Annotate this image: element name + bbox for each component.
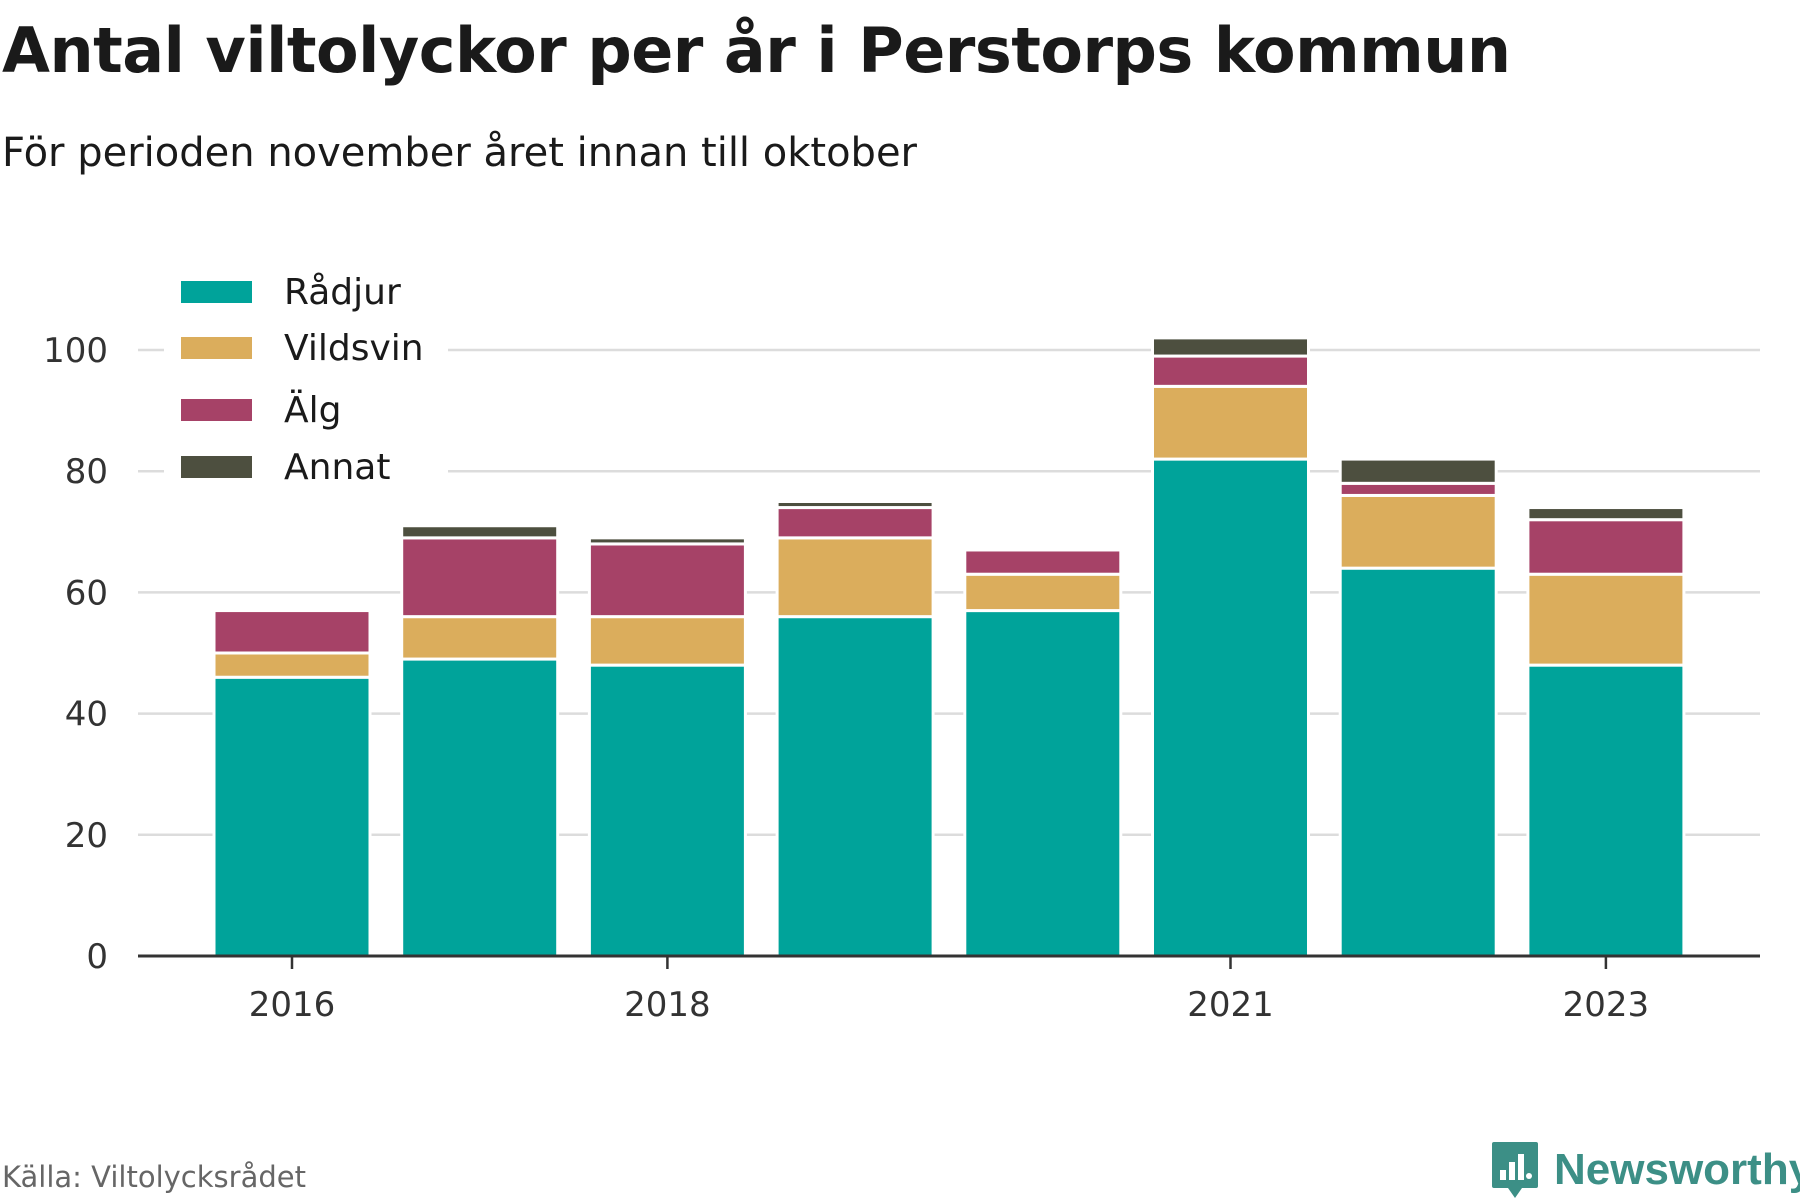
y-tick-label: 0 [86, 937, 108, 977]
y-tick-label: 100 [43, 331, 108, 371]
legend-label: Rådjur [284, 272, 401, 313]
y-tick-label: 40 [65, 695, 108, 735]
bar-segment [587, 663, 747, 958]
y-tick-label: 60 [65, 573, 108, 613]
chart-title: Antal viltolyckor per år i Perstorps kom… [2, 14, 1511, 87]
bar-segment [775, 536, 935, 619]
bar-segment [1338, 481, 1498, 497]
bar-segment [1151, 354, 1310, 388]
bar-segment [775, 500, 935, 510]
bar-segment [963, 572, 1123, 613]
bar-segment [400, 615, 560, 661]
x-tick-label: 2021 [1187, 985, 1274, 1025]
legend-swatch [181, 399, 252, 421]
bar-segment [587, 542, 747, 619]
bar-segment [400, 524, 560, 540]
legend-swatch [181, 337, 252, 359]
bar-segment [1526, 518, 1686, 576]
bar-segment [775, 506, 935, 540]
legend-label: Älg [284, 389, 341, 431]
y-tick-label: 20 [65, 816, 108, 856]
source-note: Källa: Viltolycksrådet [2, 1160, 306, 1194]
bar-segment [212, 651, 372, 679]
bar-segment [775, 615, 935, 958]
bar-segment [587, 615, 747, 667]
bar-segment [1526, 663, 1686, 958]
brand-name: Newsworthy [1554, 1145, 1800, 1194]
bar-segment [400, 536, 560, 619]
legend-swatch [181, 281, 252, 303]
x-tick-label: 2023 [1563, 985, 1650, 1025]
legend-swatch [181, 456, 252, 478]
bar-segment [1338, 457, 1498, 485]
chart-subtitle: För perioden november året innan till ok… [2, 130, 917, 176]
legend-label: Annat [284, 447, 390, 488]
bar-segment [1526, 572, 1686, 667]
y-tick-label: 80 [65, 452, 108, 492]
bar-segment [963, 609, 1123, 958]
newsworthy-logo-icon [1492, 1142, 1538, 1198]
bar-segment [1151, 336, 1310, 358]
bar-segment [400, 657, 560, 958]
bar-segment [212, 609, 372, 655]
legend-label: Vildsvin [284, 328, 424, 369]
bar-segment [1338, 493, 1498, 570]
bar-segment [587, 536, 747, 546]
stacked-bar-chart: 0 20 40 60 80 100 2016 2018 2021 2023 Rådjur Vildsv… [43, 272, 1760, 1025]
x-tick-label: 2016 [249, 985, 336, 1025]
x-tick-label: 2018 [624, 985, 711, 1025]
bar-segment [1526, 506, 1686, 522]
bar-segment [963, 548, 1123, 576]
bar-segment [1151, 457, 1310, 958]
bar-segment [1151, 384, 1310, 461]
bar-segment [212, 675, 372, 958]
bar-segment [1338, 566, 1498, 958]
brand-logo-group: Newsworthy [1490, 1140, 1800, 1200]
